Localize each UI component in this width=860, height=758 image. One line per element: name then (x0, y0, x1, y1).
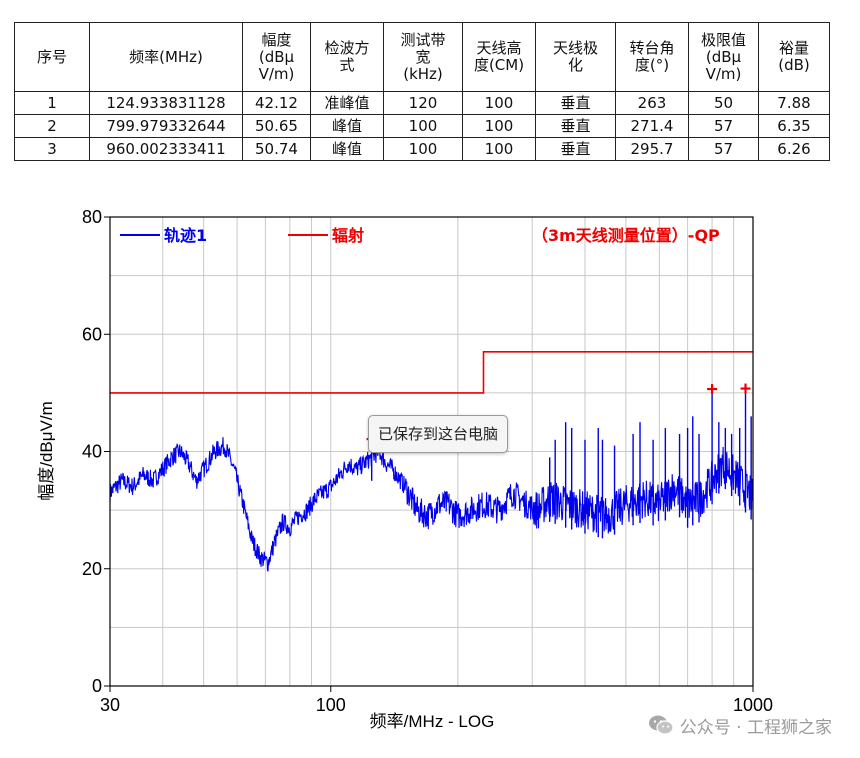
table-cell: 3 (14, 137, 90, 161)
table-cell: 峰值 (310, 114, 384, 138)
save-tooltip: 已保存到这台电脑 (368, 415, 509, 453)
table-cell: 垂直 (535, 91, 616, 115)
table-cell: 100 (383, 114, 463, 138)
table-header-cell: 测试带宽 (kHz) (383, 22, 463, 92)
table-row: 2 799.979332644 50.65 峰值 100 100 垂直 271.4 57 6.35 (14, 114, 830, 138)
legend-limit-label-start: 辐射 (332, 226, 364, 245)
x-tick-label: 100 (316, 695, 346, 715)
table-cell: 42.12 (242, 91, 311, 115)
table-header-cell: 天线高 度(CM) (462, 22, 536, 92)
legend-trace-label: 轨迹1 (164, 226, 207, 245)
table-row: 1 124.933831128 42.12 准峰值 120 100 垂直 263 50 7.88 (14, 91, 830, 115)
limit-line (110, 351, 753, 394)
table-cell: 准峰值 (310, 91, 384, 115)
y-tick-label: 60 (82, 324, 102, 344)
y-tick-label: 80 (82, 207, 102, 227)
table-cell: 6.26 (758, 137, 830, 161)
table-cell: 2 (14, 114, 90, 138)
table-header-cell: 极限值 (dBμ V/m) (688, 22, 759, 92)
table-cell: 1 (14, 91, 90, 115)
table-cell: 124.933831128 (89, 91, 243, 115)
table-row: 3 960.002333411 50.74 峰值 100 100 垂直 295.7 57 6.26 (14, 137, 830, 161)
y-tick-label: 20 (82, 559, 102, 579)
table-cell: 100 (462, 114, 536, 138)
x-tick-label: 30 (100, 695, 120, 715)
table-cell: 271.4 (615, 114, 689, 138)
watermark-text: 公众号 · 工程狮之家 (679, 717, 832, 738)
wechat-icon (648, 715, 674, 735)
table-cell: 960.002333411 (89, 137, 243, 161)
table-cell: 100 (462, 137, 536, 161)
limit-series (110, 351, 753, 394)
table-cell: 100 (383, 137, 463, 161)
table-cell: 57 (688, 114, 759, 138)
table-header-cell: 裕量 (dB) (758, 22, 830, 92)
results-table: 序号 频率(MHz) 幅度 (dBμ V/m) 检波方式测试带宽 (kHz) 天线高 度(CM)… (14, 22, 830, 161)
table-cell: 6.35 (758, 114, 830, 138)
table-cell: 垂直 (535, 114, 616, 138)
table-header-cell: 频率(MHz) (89, 22, 243, 92)
x-tick-label: 1000 (733, 695, 773, 715)
chart-axes: 0 20 40 60 80 30 100 1000 (82, 207, 773, 715)
table-cell: 263 (615, 91, 689, 115)
table-cell: 峰值 (310, 137, 384, 161)
legend-limit-label-end: （3m天线测量位置）-QP (532, 226, 720, 245)
table-header-cell: 转台角 度(°) (615, 22, 689, 92)
table-cell: 50 (688, 91, 759, 115)
emission-chart: 0 20 40 60 80 30 100 1000 轨迹1 辐射 （3m天线测量位置）-QP … (0, 195, 860, 758)
table-cell: 57 (688, 137, 759, 161)
table-body: 1 124.933831128 42.12 准峰值 120 100 垂直 263 50 7.88 2… (14, 91, 830, 161)
table-cell: 120 (383, 91, 463, 115)
peak-marker (740, 383, 751, 394)
table-cell: 垂直 (535, 137, 616, 161)
peak-marker (707, 384, 718, 395)
table-cell: 50.74 (242, 137, 311, 161)
table-header-row: 序号 频率(MHz) 幅度 (dBμ V/m) 检波方式测试带宽 (kHz) 天线高 度(CM)… (14, 22, 830, 92)
table-cell: 799.979332644 (89, 114, 243, 138)
trace-line (109, 437, 754, 572)
table-cell: 50.65 (242, 114, 311, 138)
table-header-cell: 天线极化 (535, 22, 616, 92)
table-cell: 7.88 (758, 91, 830, 115)
y-tick-label: 40 (82, 442, 102, 462)
table-header-cell: 序号 (14, 22, 90, 92)
chart-legend: 轨迹1 辐射 （3m天线测量位置）-QP (120, 226, 720, 245)
trace-series (109, 392, 754, 572)
table-cell: 295.7 (615, 137, 689, 161)
y-tick-label: 0 (92, 676, 102, 696)
table-cell: 100 (462, 91, 536, 115)
watermark: 公众号 · 工程狮之家 (648, 712, 832, 738)
x-axis-title: 频率/MHz - LOG (370, 712, 495, 731)
table-header-cell: 幅度 (dBμ V/m) (242, 22, 311, 92)
y-axis-title: 幅度/dBμV/m (37, 401, 56, 501)
table-header-cell: 检波方式 (310, 22, 384, 92)
